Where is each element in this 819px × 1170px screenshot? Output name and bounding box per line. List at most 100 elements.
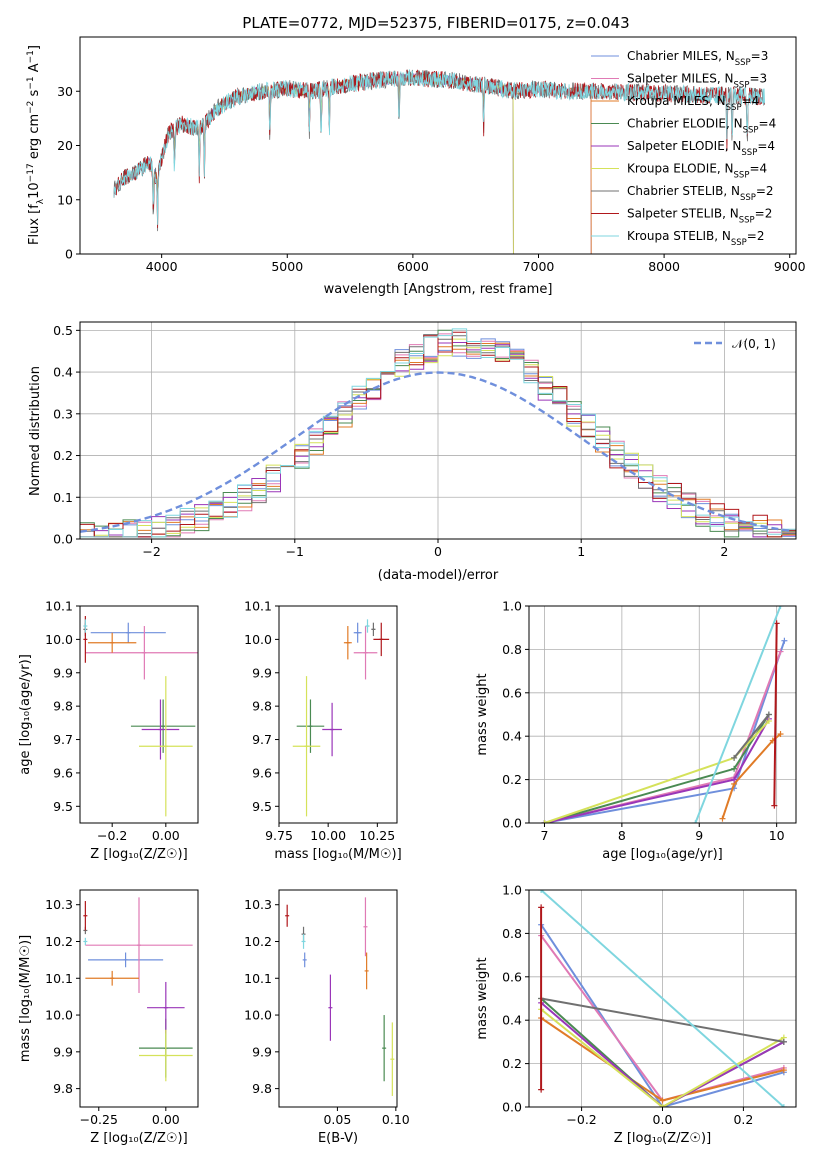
legend-text: Kroupa MILES, N — [627, 94, 726, 108]
massweight-vs-age-ylabel: mass weight — [475, 673, 490, 755]
spectrum-ylabel-part: −17 — [26, 163, 36, 182]
spectrum-xtick-label: 8000 — [648, 259, 680, 274]
legend-text: =3 — [749, 72, 767, 86]
spectrum-ylabel-part: A — [27, 63, 42, 76]
massweight-series-line — [733, 713, 770, 759]
legend-subscript: SSP — [739, 216, 755, 226]
spectrum-ylabel-part: erg cm — [27, 114, 42, 163]
mass-vs-Z-xtick-label: 0.00 — [152, 1112, 180, 1127]
spectrum-ylabel-part: λ — [36, 198, 46, 204]
mass-vs-EBV-xtick-label: 0.10 — [382, 1112, 410, 1127]
massweight-vs-age-xtick-label: 8 — [618, 828, 626, 843]
mass-vs-EBV-ytick-label: 9.9 — [252, 1044, 272, 1059]
residual-histogram-step — [80, 328, 796, 539]
age-vs-Z-xtick-label: 0.00 — [152, 828, 180, 843]
mass-vs-EBV-ytick-label: 10.3 — [244, 897, 272, 912]
legend-text: =2 — [755, 207, 773, 221]
massweight-vs-Z-ylabel: mass weight — [475, 957, 490, 1039]
spectrum-ylabel-part: s — [27, 89, 42, 100]
spectrum-legend-label: Kroupa STELIB, NSSP=2 — [627, 229, 765, 248]
massweight-vs-age-xlabel: age [log₁₀(age/yr)] — [602, 847, 723, 862]
spectrum-legend-label: Kroupa MILES, NSSP=4 — [627, 94, 759, 113]
massweight-vs-age-xtick-label: 10 — [769, 828, 785, 843]
massweight-vs-Z-ytick-label: 0.0 — [502, 1100, 522, 1115]
mass-vs-EBV-axes: 0.05 0.10 9.8 9.9 10.0 10.1 10.2 10.3 — [244, 897, 410, 1127]
spectrum-series-line — [113, 69, 765, 225]
legend-text: =2 — [747, 229, 765, 243]
massweight-vs-Z-ytick-label: 0.4 — [502, 1013, 522, 1028]
age-vs-Z-ytick-label: 10.0 — [45, 632, 73, 647]
spectrum-ytick-label: 30 — [57, 84, 73, 99]
massweight-vs-Z-xlabel: Z [log₁₀(Z/Z☉)] — [614, 1131, 711, 1146]
legend-text: Chabrier ELODIE, N — [627, 117, 743, 131]
residuals-xtick-label: −1 — [286, 544, 304, 559]
legend-text: Salpeter STELIB, N — [627, 207, 739, 221]
massweight-vs-age-xtick-label: 9 — [695, 828, 703, 843]
residual-histogram-step — [80, 331, 796, 539]
age-vs-mass-xtick-label: 10.00 — [310, 828, 346, 843]
age-vs-mass-ytick-label: 9.9 — [252, 665, 272, 680]
spectrum-ytick-label: 20 — [57, 138, 73, 153]
mass-vs-Z-xtick-label: −0.25 — [80, 1112, 118, 1127]
legend-text: Salpeter MILES, N — [627, 72, 734, 86]
mass-vs-EBV-ytick-label: 10.0 — [244, 1008, 272, 1023]
age-vs-Z-ytick-label: 9.6 — [53, 765, 73, 780]
spectrum-ylabel-part: −1 — [26, 76, 36, 89]
legend-text: =4 — [759, 117, 777, 131]
mass-vs-Z-ytick-label: 10.2 — [45, 934, 73, 949]
residuals-ylabel: Normed distribution — [28, 366, 43, 496]
legend-text: =3 — [751, 49, 769, 63]
massweight-vs-Z-frame — [528, 889, 797, 1108]
mass-vs-Z-frame — [79, 889, 199, 1108]
residuals-xtick-label: 2 — [720, 544, 728, 559]
age-vs-Z-frame — [79, 605, 199, 824]
age-vs-mass-ytick-label: 10.1 — [244, 599, 272, 614]
residuals-xlabel: (data-model)/error — [378, 568, 499, 583]
residuals-xtick-label: −2 — [142, 544, 160, 559]
spectrum-legend-label: Salpeter MILES, NSSP=3 — [627, 72, 767, 91]
spectrum-xtick-label: 6000 — [397, 259, 429, 274]
age-vs-mass-ytick-label: 9.6 — [252, 765, 272, 780]
age-vs-mass-xtick-label: 10.25 — [359, 828, 395, 843]
mass-vs-EBV-xtick-label: 0.05 — [323, 1112, 351, 1127]
spectrum-ylabel-part: Flux [f — [27, 204, 42, 245]
massweight-series-line — [540, 924, 785, 1107]
massweight-series-line — [540, 997, 785, 1043]
residuals-ytick-label: 0.2 — [53, 448, 73, 463]
age-vs-Z-xtick-label: −0.2 — [97, 828, 127, 843]
spectrum-ylabel-part: −1 — [26, 50, 36, 63]
massweight-series-line — [540, 1002, 785, 1107]
residuals-ytick-label: 0.3 — [53, 406, 73, 421]
age-vs-Z-ytick-label: 9.5 — [53, 799, 73, 814]
mass-vs-Z-ytick-label: 9.9 — [53, 1044, 73, 1059]
spectrum-xlabel: wavelength [Angstrom, rest frame] — [324, 282, 553, 297]
age-vs-mass-ytick-label: 9.8 — [252, 699, 272, 714]
spectrum-ylabel: Flux [fλ10−17 erg cm−2 s−1 A−1] — [26, 45, 46, 245]
residuals-frame — [79, 321, 797, 540]
spectrum-legend-label: Kroupa ELODIE, NSSP=4 — [627, 162, 767, 181]
normal-legend-label: 𝒩(0, 1) — [732, 337, 776, 351]
age-vs-Z-xlabel: Z [log₁₀(Z/Z☉)] — [90, 847, 187, 862]
residuals-ytick-label: 0.0 — [53, 532, 73, 547]
mass-vs-Z-axes: −0.25 0.00 9.8 9.9 10.0 10.1 10.2 10.3 — [45, 897, 180, 1127]
spectrum-xtick-label: 4000 — [146, 259, 178, 274]
spectrum-series-line — [113, 73, 592, 254]
legend-text: Kroupa STELIB, N — [627, 229, 731, 243]
spectrum-legend-label: Chabrier MILES, NSSP=3 — [627, 49, 768, 68]
residuals-ytick-label: 0.4 — [53, 365, 73, 380]
massweight-vs-Z-xtick-label: −0.2 — [566, 1112, 596, 1127]
normal-curve — [80, 371, 794, 533]
spectrum-ylabel-part: −2 — [26, 101, 36, 114]
legend-subscript: SSP — [734, 81, 750, 91]
massweight-vs-age-ytick-label: 0.6 — [502, 685, 522, 700]
legend-text: =4 — [742, 94, 760, 108]
mass-vs-EBV-ytick-label: 9.8 — [252, 1081, 272, 1096]
mass-vs-Z-ytick-label: 10.1 — [45, 971, 73, 986]
massweight-vs-age-xtick-label: 7 — [541, 828, 549, 843]
spectrum-ylabel-part: 10 — [27, 182, 42, 199]
legend-text: Salpeter ELODIE, N — [627, 139, 741, 153]
legend-subscript: SSP — [734, 171, 750, 181]
massweight-vs-Z-ytick-label: 1.0 — [502, 883, 522, 898]
mass-vs-EBV-ytick-label: 10.1 — [244, 971, 272, 986]
legend-text: Chabrier STELIB, N — [627, 184, 740, 198]
